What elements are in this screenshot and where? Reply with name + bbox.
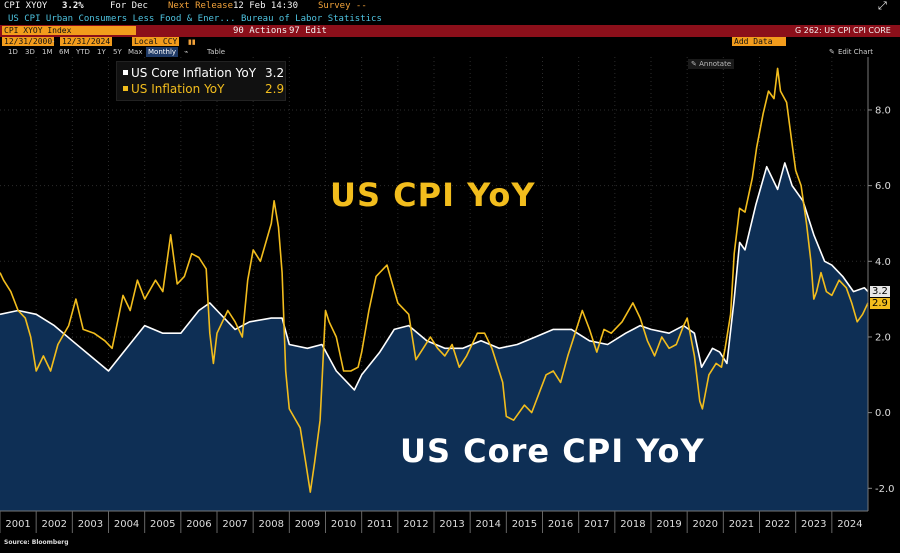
x-axis-ticks: 2001 2002 2003 2004 2005 2006 2007 2008 2009 2010… [0,511,863,533]
y-tick-label: 8.0 [875,105,891,116]
series-lines [0,67,869,493]
x-tick-label: 2004 [114,519,139,530]
y-tick-label: 2.0 [875,332,891,343]
date-separator: - [52,38,55,46]
security-description: US CPI Urban Consumers Less Food & Ener.… [8,14,236,24]
annotate-icon: ✎ [691,60,700,68]
add-data-button[interactable]: Add Data [732,37,786,46]
currency-field[interactable]: Local CCY [132,37,180,46]
cpi-line-chart: -2.0 0.0 2.0 4.0 6.0 8.0 2001 2002 2003 2004 2005… [0,57,900,549]
range-3d[interactable]: 3D [25,48,35,56]
legend-headline-label: US Inflation YoY [131,82,225,96]
table-button[interactable]: Table [207,48,226,56]
annotate-label: Annotate [699,60,732,68]
x-tick-label: 2006 [186,519,211,530]
range-5y[interactable]: 5Y [113,48,122,56]
chart-area: -2.0 0.0 2.0 4.0 6.0 8.0 2001 2002 2003 2004 2005… [0,57,900,549]
line-chart-icon[interactable]: ⌁ [184,48,189,56]
legend-headline-value: 2.9 [265,82,285,96]
x-tick-label: 2020 [693,519,718,530]
x-tick-label: 2012 [403,519,428,530]
x-tick-label: 2001 [5,519,30,530]
x-tick-label: 2010 [331,519,356,530]
expand-icon[interactable]: ⤢ [878,0,887,12]
core-inflation-area [0,162,868,511]
ticker-symbol[interactable]: CPI XYOY [4,1,48,11]
x-tick-label: 2007 [222,519,247,530]
range-1m[interactable]: 1M [42,48,53,56]
next-release-label: Next Release [168,1,234,11]
legend-core-swatch [123,70,128,75]
series-fills [0,162,868,511]
x-tick-label: 2011 [367,519,392,530]
actions-menu[interactable]: 90 Actions [233,26,288,36]
headline-annotation: US CPI YoY [330,176,536,214]
x-tick-label: 2017 [584,519,609,530]
x-tick-label: 2024 [837,519,862,530]
x-tick-label: 2022 [765,519,790,530]
x-tick-label: 2003 [78,519,103,530]
legend-core-label: US Core Inflation YoY [131,66,257,80]
command-bar: CPI XYOY Index 90 Actions 97 Edit G 262:… [0,25,900,37]
source-note: Source: Bloomberg [4,539,69,546]
page-label: G 262: US CPI CPI CORE [795,26,891,35]
headline-last-value-badge: 2.9 [870,297,890,309]
x-tick-label: 2018 [620,519,645,530]
range-max[interactable]: Max [128,48,143,56]
ticker-value: 3.2% [62,1,84,11]
survey-label: Survey -- [318,1,367,11]
core-last-value-badge: 3.2 [870,285,890,297]
range-bar: 1D 3D 1M 6M YTD 1Y 5Y Max Monthly ⌁ Tabl… [0,47,900,57]
headline-inflation-line [0,67,869,493]
x-tick-label: 2005 [150,519,175,530]
edit-chart-icon[interactable]: ✎ [829,48,835,56]
ticker-bar: CPI XYOY 3.2% For Dec Next Release 12 Fe… [0,0,900,13]
start-date-field[interactable]: 12/31/2000 [2,37,55,46]
x-tick-label: 2014 [476,519,501,530]
x-tick-label: 2008 [259,519,284,530]
legend-headline-swatch [123,86,128,91]
x-tick-label: 2002 [42,519,67,530]
x-tick-label: 2015 [512,519,537,530]
y-axis-ticks: -2.0 0.0 2.0 4.0 6.0 8.0 [868,105,895,495]
x-tick-label: 2023 [801,519,826,530]
range-ytd[interactable]: YTD [76,48,90,56]
data-source: Bureau of Labor Statistics [241,14,382,24]
chart-type-icon[interactable]: ▮▮ [188,38,196,46]
x-tick-label: 2021 [729,519,754,530]
x-tick-label: 2013 [439,519,464,530]
y-tick-label: 6.0 [875,181,891,192]
end-date-field[interactable]: 12/31/2024 [60,37,113,46]
range-1d[interactable]: 1D [8,48,18,56]
legend-core: US Core Inflation YoY 3.2 [123,66,284,80]
next-release-date: 12 Feb 14:30 [233,1,299,11]
y-tick-label: 0.0 [875,408,891,419]
x-tick-label: 2019 [656,519,681,530]
y-tick-label: -2.0 [875,484,895,495]
frequency-dropdown[interactable]: Monthly [146,47,179,57]
core-annotation: US Core CPI YoY [400,432,705,470]
chart-legend: US Core Inflation YoY 3.2 US Inflation Y… [116,61,286,101]
edit-chart-button[interactable]: Edit Chart [838,48,874,56]
legend-core-value: 3.2 [265,66,285,80]
range-6m[interactable]: 6M [59,48,70,56]
core-inflation-line [0,162,869,391]
y-tick-label: 4.0 [875,257,891,268]
description-bar: US CPI Urban Consumers Less Food & Ener.… [0,13,900,25]
edit-menu[interactable]: 97 Edit [289,26,327,36]
x-tick-label: 2016 [548,519,573,530]
range-1y[interactable]: 1Y [97,48,106,56]
date-bar: 12/31/2000 - 12/31/2024 Local CCY ▮▮ Add… [0,37,900,47]
legend-headline: US Inflation YoY 2.9 [123,82,284,96]
period-label: For Dec [110,1,148,11]
security-field[interactable]: CPI XYOY Index [2,26,136,35]
x-tick-label: 2009 [295,519,320,530]
annotate-button[interactable]: ✎ Annotate [688,59,735,69]
x-axis-band [0,511,900,549]
